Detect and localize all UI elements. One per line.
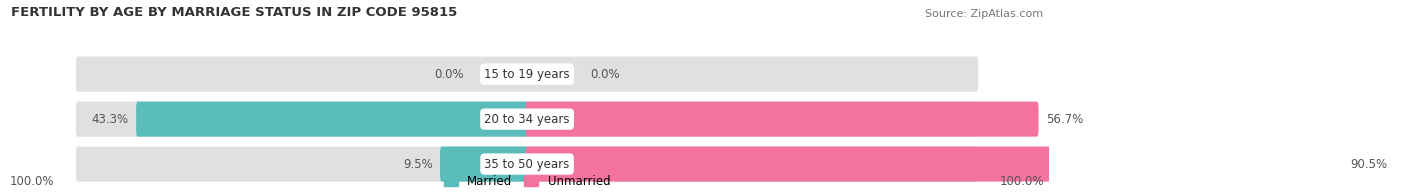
Text: 0.0%: 0.0% bbox=[591, 68, 620, 81]
Text: 35 to 50 years: 35 to 50 years bbox=[485, 158, 569, 171]
FancyBboxPatch shape bbox=[136, 102, 529, 137]
Legend: Married, Unmarried: Married, Unmarried bbox=[441, 173, 613, 191]
Text: 20 to 34 years: 20 to 34 years bbox=[484, 113, 569, 126]
FancyBboxPatch shape bbox=[526, 147, 1343, 182]
FancyBboxPatch shape bbox=[76, 57, 979, 92]
Text: 9.5%: 9.5% bbox=[404, 158, 433, 171]
Text: 0.0%: 0.0% bbox=[434, 68, 464, 81]
Text: 90.5%: 90.5% bbox=[1350, 158, 1386, 171]
Text: 56.7%: 56.7% bbox=[1046, 113, 1083, 126]
Text: Source: ZipAtlas.com: Source: ZipAtlas.com bbox=[925, 9, 1043, 19]
Text: 100.0%: 100.0% bbox=[1000, 175, 1045, 188]
Text: 43.3%: 43.3% bbox=[91, 113, 129, 126]
Text: FERTILITY BY AGE BY MARRIAGE STATUS IN ZIP CODE 95815: FERTILITY BY AGE BY MARRIAGE STATUS IN Z… bbox=[11, 6, 457, 19]
Text: 100.0%: 100.0% bbox=[10, 175, 55, 188]
FancyBboxPatch shape bbox=[526, 102, 1039, 137]
FancyBboxPatch shape bbox=[76, 102, 979, 137]
FancyBboxPatch shape bbox=[440, 147, 529, 182]
FancyBboxPatch shape bbox=[76, 147, 979, 182]
Text: 15 to 19 years: 15 to 19 years bbox=[484, 68, 569, 81]
